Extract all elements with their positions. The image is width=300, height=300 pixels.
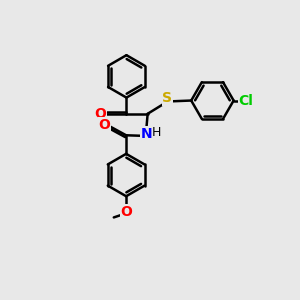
Text: O: O — [94, 107, 106, 121]
Text: S: S — [162, 92, 172, 106]
Text: N: N — [140, 127, 152, 141]
Text: Cl: Cl — [238, 94, 253, 107]
Text: O: O — [120, 205, 132, 219]
Text: O: O — [99, 118, 111, 132]
Text: H: H — [152, 126, 161, 139]
